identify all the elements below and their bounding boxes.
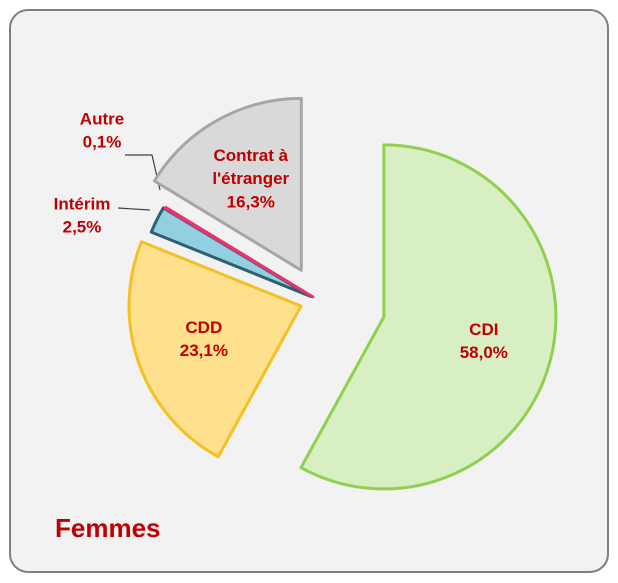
leader-line <box>117 207 151 211</box>
pie-slice <box>163 205 315 299</box>
pie-slice <box>149 206 313 298</box>
pie-slice <box>299 143 558 491</box>
value-label: 58,0% <box>460 343 508 362</box>
slice-label: Intérim <box>54 194 111 213</box>
pie-slice <box>127 240 303 459</box>
slice-label: Contrat à l'étranger <box>212 146 289 188</box>
slice-label: CDD <box>185 318 222 337</box>
slice-label: CDI <box>469 320 498 339</box>
value-label: 16,3% <box>227 192 275 211</box>
pie-slice <box>152 96 303 272</box>
value-label: 2,5% <box>63 217 102 236</box>
value-label: 0,1% <box>83 132 122 151</box>
chart-title: Femmes <box>55 513 161 543</box>
slice-label: Autre <box>80 109 124 128</box>
value-label: 23,1% <box>180 341 228 360</box>
